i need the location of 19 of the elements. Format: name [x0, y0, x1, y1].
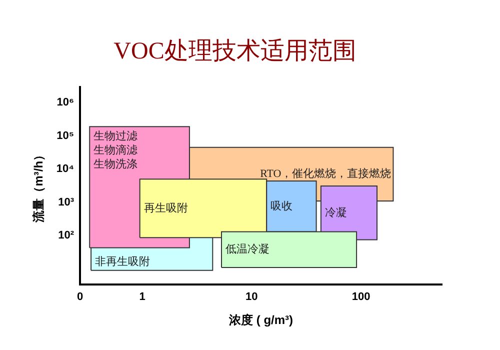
series-label: 再生吸附 [144, 201, 188, 214]
x-axis-title: 浓度 ( g/m³) [228, 313, 294, 328]
y-tick-label: 10³ [58, 196, 74, 208]
chart-title: VOC处理技术适用范围 [114, 38, 356, 65]
series-label: 吸收 [270, 200, 293, 212]
series-label: 生物过滤生物滴滤生物洗涤 [94, 130, 138, 171]
series-label: 低温冷凝 [225, 244, 270, 256]
y-tick-label: 10⁵ [56, 130, 74, 142]
x-tick-label: 10 [246, 291, 258, 304]
x-tick-label: 0 [77, 291, 84, 304]
y-tick-label: 10⁴ [56, 163, 74, 176]
y-tick-label: 10² [58, 230, 74, 242]
y-tick-label: 10⁶ [56, 96, 74, 109]
series-label: RTO，催化燃烧，直接燃烧 [260, 167, 392, 180]
series-label: 非再生吸附 [95, 255, 150, 268]
x-tick-label: 100 [352, 291, 370, 304]
series-label: 冷凝 [324, 206, 347, 219]
x-tick-label: 1 [139, 291, 146, 304]
y-axis-title: 流量（m³/h） [32, 148, 46, 224]
